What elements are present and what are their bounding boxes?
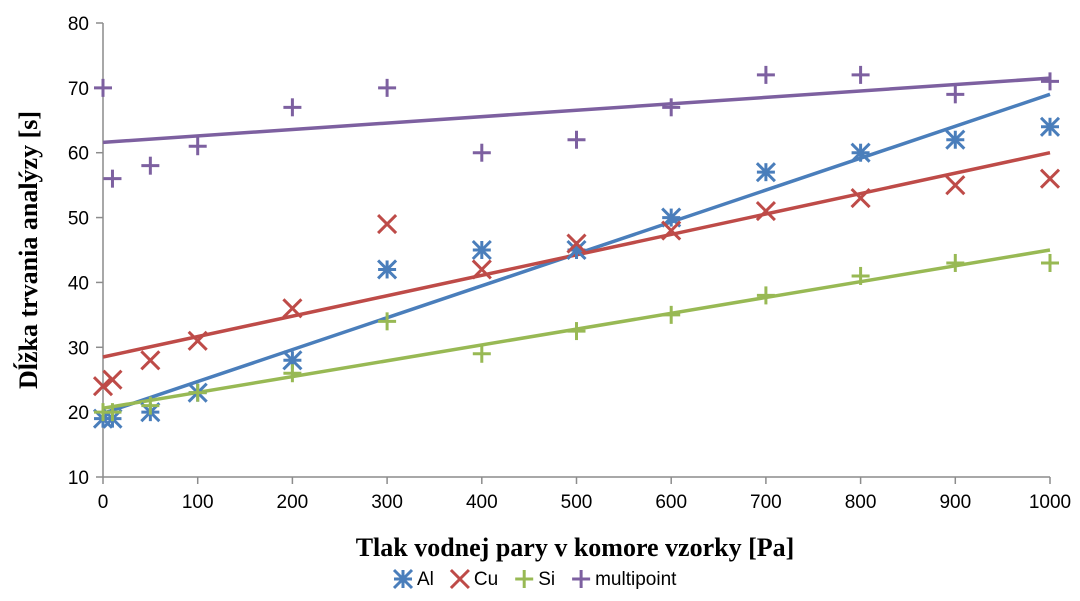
point-si — [472, 344, 491, 363]
point-multipoint — [1041, 72, 1059, 91]
point-si — [283, 364, 302, 383]
x-tick-label: 1000 — [1029, 492, 1071, 513]
x-axis-title: Tlak vodnej pary v komore vzorky [Pa] — [356, 533, 795, 562]
point-si — [851, 266, 870, 285]
point-cu — [850, 188, 871, 209]
point-multipoint — [94, 78, 112, 97]
point-si — [662, 305, 681, 324]
point-cu — [187, 330, 208, 351]
markers — [92, 65, 1061, 429]
point-si — [141, 396, 160, 415]
point-si — [946, 253, 965, 272]
legend-label-si: Si — [538, 569, 555, 590]
point-multipoint — [567, 130, 586, 149]
point-multipoint — [756, 65, 775, 84]
y-tick-label: 80 — [68, 14, 89, 35]
point-al — [945, 129, 966, 150]
tick-labels: 0 100 200 300 400 500 600 700 800 900 1000 10 20 30 40… — [68, 14, 1071, 513]
x-tick-label: 800 — [845, 492, 877, 513]
y-tick-label: 70 — [68, 79, 89, 100]
point-si — [1041, 253, 1059, 272]
y-axis-title: Dĺžka trvania analýzy [s] — [14, 111, 43, 389]
point-multipoint — [946, 85, 965, 104]
point-si — [188, 383, 207, 402]
point-multipoint — [188, 137, 207, 156]
point-cu — [566, 233, 587, 254]
point-cu — [140, 350, 161, 371]
point-multipoint — [472, 143, 491, 162]
legend: Al Cu Si multipoint — [392, 568, 677, 590]
legend-label-multipoint: multipoint — [595, 569, 677, 590]
point-cu — [471, 259, 492, 280]
y-tick-label: 20 — [68, 403, 89, 424]
x-tick-label: 200 — [277, 492, 309, 513]
point-multipoint — [141, 156, 160, 175]
point-cu — [92, 376, 114, 397]
point-si — [103, 403, 122, 422]
point-cu — [377, 213, 398, 235]
x-tick-label: 100 — [182, 492, 214, 513]
point-si — [756, 286, 775, 305]
point-cu — [661, 220, 682, 241]
point-multipoint — [662, 98, 681, 117]
point-multipoint — [283, 98, 302, 117]
y-tick-label: 60 — [68, 144, 89, 165]
x-tick-label: 900 — [939, 492, 971, 513]
legend-label-cu: Cu — [474, 569, 498, 590]
legend-label-al: Al — [417, 569, 434, 590]
legend-marker-al — [392, 568, 414, 590]
point-al — [1039, 116, 1061, 137]
legend-marker-multipoint — [572, 570, 591, 588]
point-cu — [102, 369, 123, 390]
x-tick-label: 0 — [98, 492, 109, 513]
point-cu — [282, 298, 303, 319]
point-si — [378, 312, 397, 331]
legend-marker-cu — [449, 568, 470, 590]
point-cu — [755, 201, 776, 222]
trendline-multipoint — [102, 76, 1051, 145]
legend-marker-si — [515, 570, 534, 588]
point-si — [567, 322, 586, 341]
point-al — [377, 259, 398, 280]
y-tick-label: 40 — [68, 273, 89, 294]
x-tick-label: 500 — [561, 492, 593, 513]
x-tick-label: 300 — [371, 492, 403, 513]
point-multipoint — [103, 169, 122, 188]
y-tick-label: 30 — [68, 338, 89, 359]
x-tick-label: 700 — [750, 492, 782, 513]
axes — [96, 22, 1051, 484]
point-al — [471, 239, 492, 261]
point-cu — [945, 175, 966, 196]
point-al — [850, 142, 871, 163]
point-cu — [1039, 168, 1061, 189]
x-tick-label: 600 — [655, 492, 687, 513]
point-al — [755, 162, 776, 183]
x-tick-label: 400 — [466, 492, 498, 513]
point-multipoint — [851, 65, 870, 84]
y-tick-label: 50 — [68, 209, 89, 230]
y-tick-label: 10 — [68, 468, 89, 489]
point-multipoint — [378, 78, 397, 97]
